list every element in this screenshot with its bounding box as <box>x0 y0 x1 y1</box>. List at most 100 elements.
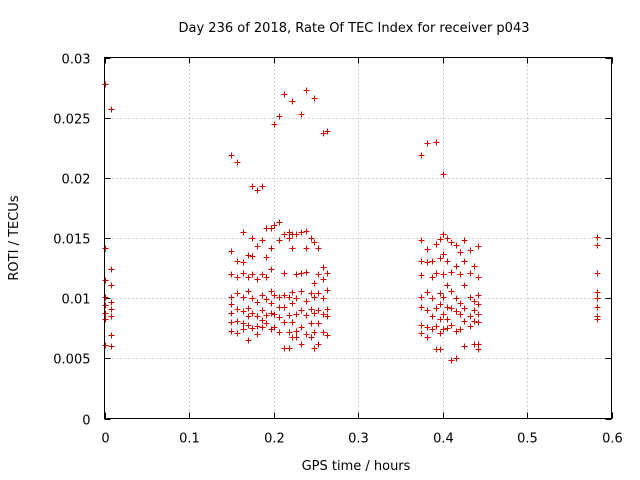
data-point <box>418 152 425 159</box>
data-point <box>475 301 482 308</box>
data-point <box>234 258 241 265</box>
data-point <box>108 332 115 339</box>
data-point <box>320 329 327 336</box>
data-point <box>429 274 436 281</box>
grid-lines <box>104 57 612 419</box>
data-point <box>424 324 431 331</box>
data-point <box>475 319 482 326</box>
data-point <box>228 310 235 317</box>
data-point <box>298 307 305 314</box>
data-point <box>315 341 322 348</box>
data-point <box>311 239 318 246</box>
data-point <box>475 292 482 299</box>
data-point <box>467 247 474 254</box>
data-point <box>240 308 247 315</box>
axis-ticks <box>104 57 613 420</box>
data-point <box>437 236 444 243</box>
x-axis-label: GPS time / hours <box>302 459 411 474</box>
data-point <box>268 266 275 273</box>
x-tick-label: 0.5 <box>517 432 538 447</box>
data-point <box>429 258 436 265</box>
data-point <box>448 305 455 312</box>
data-point <box>289 319 296 326</box>
data-point <box>424 289 431 296</box>
data-point <box>303 228 310 235</box>
data-point <box>433 139 440 146</box>
data-point <box>102 342 109 349</box>
data-point <box>594 295 601 302</box>
data-point <box>453 355 460 362</box>
data-point <box>453 242 460 249</box>
x-tick-label: 0.1 <box>179 432 200 447</box>
data-point <box>308 306 315 313</box>
data-point <box>245 322 252 329</box>
data-point <box>249 271 256 278</box>
data-point <box>461 237 468 244</box>
data-point <box>228 301 235 308</box>
data-point <box>440 294 447 301</box>
data-point <box>240 259 247 266</box>
data-point <box>254 243 261 250</box>
x-tick-label: 0.4 <box>433 432 454 447</box>
data-point <box>311 280 318 287</box>
data-point <box>453 308 460 315</box>
data-point <box>444 304 451 311</box>
data-point <box>437 316 444 323</box>
data-point <box>263 296 270 303</box>
data-point <box>324 287 331 294</box>
data-point <box>298 341 305 348</box>
data-point <box>320 264 327 271</box>
data-point <box>228 152 235 159</box>
data-point <box>298 111 305 118</box>
data-point <box>433 305 440 312</box>
data-point <box>281 270 288 277</box>
data-point <box>457 271 464 278</box>
data-point <box>249 253 256 260</box>
y-tick-label: 0.015 <box>53 233 90 248</box>
data-point <box>315 320 322 327</box>
y-tick-label: 0.005 <box>53 353 90 368</box>
data-point <box>308 290 315 297</box>
data-point <box>259 292 266 299</box>
data-point <box>324 313 331 320</box>
data-point <box>254 331 261 338</box>
data-point <box>429 326 436 333</box>
data-point <box>271 324 278 331</box>
data-point <box>311 294 318 301</box>
data-point <box>286 294 293 301</box>
data-point <box>234 290 241 297</box>
data-point <box>108 313 115 320</box>
data-point <box>418 237 425 244</box>
data-point <box>240 326 247 333</box>
data-point <box>324 128 331 135</box>
data-point <box>471 318 478 325</box>
data-point <box>448 269 455 276</box>
data-point <box>281 231 288 238</box>
data-point <box>315 245 322 252</box>
data-point <box>271 222 278 229</box>
data-point <box>259 237 266 244</box>
data-point <box>293 328 300 335</box>
data-point <box>254 313 261 320</box>
data-point <box>440 171 447 178</box>
data-point <box>424 246 431 253</box>
data-point <box>453 328 460 335</box>
data-point <box>298 270 305 277</box>
data-point <box>276 237 283 244</box>
x-tick-label: 0.2 <box>264 432 285 447</box>
data-point <box>320 295 327 302</box>
data-point <box>471 263 478 270</box>
data-point <box>594 270 601 277</box>
data-point <box>311 310 318 317</box>
data-point <box>324 306 331 313</box>
data-point <box>102 294 109 301</box>
data-point <box>108 266 115 273</box>
y-tick-label: 0.01 <box>62 293 91 308</box>
data-point <box>444 316 451 323</box>
y-axis-label: ROTI / TECUs <box>7 195 22 280</box>
data-point <box>281 91 288 98</box>
data-point <box>286 235 293 242</box>
y-tick-labels: 0 0.005 0.01 0.015 0.02 0.025 0.03 <box>53 53 90 429</box>
data-point <box>289 300 296 307</box>
data-point <box>108 106 115 113</box>
